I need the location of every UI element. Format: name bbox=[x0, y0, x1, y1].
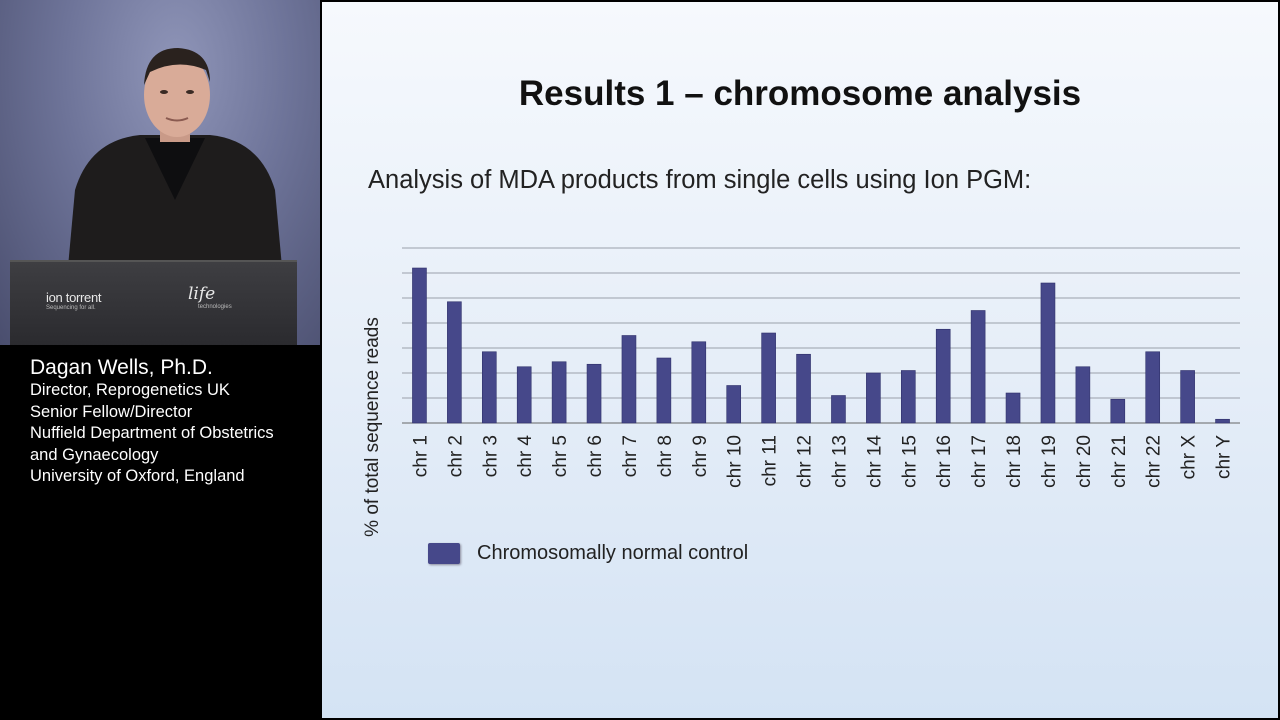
speaker-title-line: Nuffield Department of Obstetrics bbox=[30, 424, 274, 442]
bar-chr-16 bbox=[935, 328, 951, 424]
bar-chr-10 bbox=[726, 385, 742, 424]
ion-torrent-logo: ion torrent Sequencing for all. bbox=[46, 290, 102, 311]
bar-chr-3 bbox=[481, 351, 497, 424]
speaker-figure bbox=[65, 48, 285, 300]
x-tick-label: chr 15 bbox=[899, 435, 920, 488]
bar-chr-20 bbox=[1075, 366, 1091, 424]
bar-chr-5 bbox=[551, 361, 567, 424]
x-tick-label: chr 4 bbox=[515, 435, 536, 478]
speaker-title-line: and Gynaecology bbox=[30, 445, 159, 464]
bar-chr-1 bbox=[412, 267, 427, 424]
x-tick-label: chr 21 bbox=[1109, 435, 1130, 488]
x-tick-label: chr 22 bbox=[1144, 435, 1165, 488]
x-tick-label: chr 14 bbox=[864, 435, 885, 488]
x-tick-label: chr 8 bbox=[655, 435, 676, 477]
bar-chr-18 bbox=[1005, 392, 1021, 424]
bar-chr-4 bbox=[516, 366, 532, 424]
bar-chr-22 bbox=[1145, 351, 1161, 424]
x-tick-label: chr X bbox=[1179, 435, 1200, 480]
x-tick-label: chr Y bbox=[1214, 435, 1235, 479]
bar-chr-Y bbox=[1215, 418, 1230, 424]
speaker-caption: Dagan Wells, Ph.D. Director, Reprogeneti… bbox=[30, 356, 274, 488]
x-tick-label: chr 2 bbox=[445, 435, 466, 477]
chart-x-tick-labels: chr 1 chr 2 chr 3 chr 4 chr 5 chr 6 chr 7 chr 8… bbox=[410, 435, 1234, 488]
x-tick-label: chr 3 bbox=[480, 435, 501, 477]
chart-legend: Chromosomally normal control bbox=[428, 542, 748, 565]
bar-chr-11 bbox=[761, 332, 776, 424]
bar-chr-21 bbox=[1110, 398, 1126, 424]
x-tick-label: chr 12 bbox=[795, 435, 816, 488]
speaker-title-line: Director, Reprogenetics UK bbox=[30, 381, 230, 399]
x-tick-label: chr 11 bbox=[760, 435, 781, 486]
bar-chr-13 bbox=[831, 395, 846, 424]
speaker-video: ion torrent Sequencing for all. life tec… bbox=[0, 0, 320, 345]
bar-chart: chr 1 chr 2 chr 3 chr 4 chr 5 chr 6 chr 7 chr 8… bbox=[362, 247, 1240, 537]
x-tick-label: chr 20 bbox=[1074, 435, 1095, 488]
speaker-title-line: University of Oxford, England bbox=[30, 467, 245, 485]
chart-gridlines bbox=[402, 247, 1240, 424]
legend-swatch bbox=[428, 543, 460, 564]
bar-chr-2 bbox=[447, 301, 462, 424]
presentation-slide: Results 1 – chromosome analysis Analysis… bbox=[322, 2, 1278, 718]
speaker-name: Dagan Wells, Ph.D. bbox=[30, 356, 213, 379]
bar-chr-6 bbox=[586, 363, 602, 424]
x-tick-label: chr 1 bbox=[410, 435, 431, 477]
bar-chr-19 bbox=[1040, 282, 1056, 424]
life-technologies-logo: life technologies bbox=[188, 284, 232, 310]
bar-chr-17 bbox=[970, 310, 986, 424]
x-tick-label: chr 9 bbox=[690, 435, 711, 477]
legend-label: Chromosomally normal control bbox=[477, 542, 749, 564]
bar-chr-X bbox=[1180, 370, 1195, 424]
x-tick-label: chr 19 bbox=[1039, 435, 1060, 488]
bar-chr-14 bbox=[866, 372, 881, 424]
bar-chr-12 bbox=[796, 353, 811, 424]
podium: ion torrent Sequencing for all. life tec… bbox=[10, 260, 297, 345]
x-tick-label: chr 13 bbox=[829, 435, 850, 488]
y-axis-label: % of total sequence reads bbox=[362, 317, 383, 537]
x-tick-label: chr 7 bbox=[620, 435, 641, 477]
bar-chr-7 bbox=[621, 335, 637, 424]
x-tick-label: chr 18 bbox=[1004, 435, 1025, 488]
bar-chr-9 bbox=[691, 341, 707, 424]
speaker-title-line: Senior Fellow/Director bbox=[30, 402, 193, 421]
x-tick-label: chr 10 bbox=[725, 435, 746, 488]
slide-title: Results 1 – chromosome analysis bbox=[518, 74, 1082, 113]
x-tick-label: chr 6 bbox=[585, 435, 606, 477]
x-tick-label: chr 16 bbox=[934, 435, 955, 488]
bar-chr-8 bbox=[656, 357, 672, 424]
slide-subtitle: Analysis of MDA products from single cel… bbox=[368, 166, 1032, 194]
chart-bars bbox=[412, 267, 1230, 424]
x-tick-label: chr 5 bbox=[550, 435, 571, 477]
x-tick-label: chr 17 bbox=[969, 435, 990, 488]
bar-chr-15 bbox=[900, 370, 916, 424]
